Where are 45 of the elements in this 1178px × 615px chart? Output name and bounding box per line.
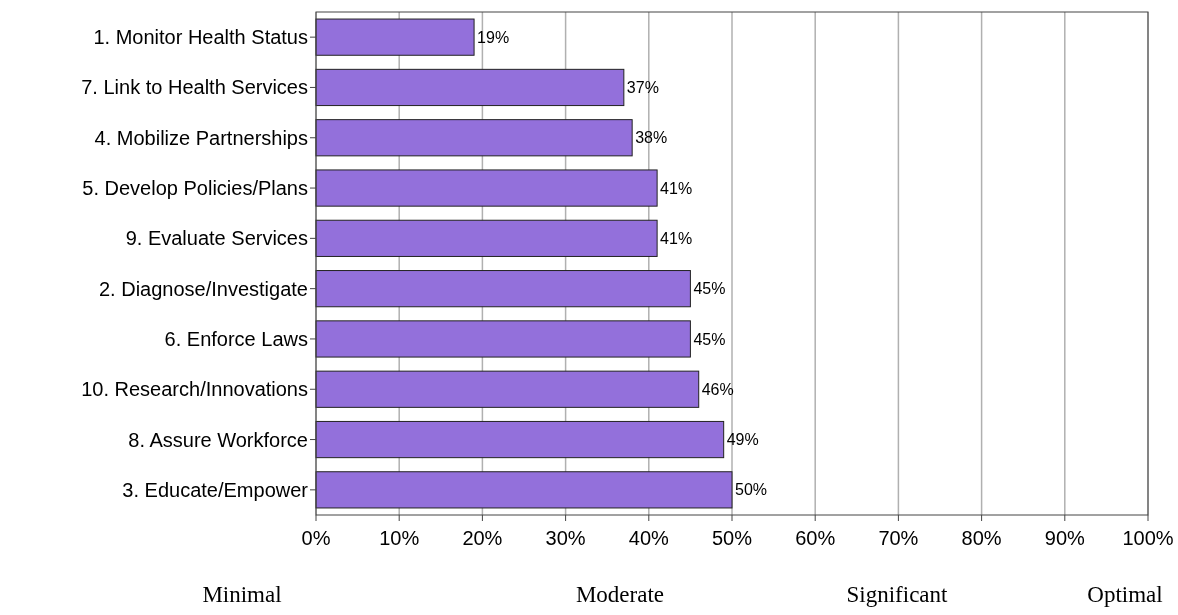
bar — [315, 18, 475, 56]
data-label: 50% — [735, 481, 768, 499]
x-tick-label: 80% — [961, 527, 1002, 549]
data-label: 19% — [477, 28, 510, 46]
x-tick-label: 40% — [628, 527, 670, 549]
data-label: 41% — [660, 229, 693, 247]
y-tick-label: 10. Research/Innovations — [81, 378, 308, 401]
x-tick-label: 70% — [878, 527, 919, 549]
bar — [315, 471, 733, 509]
bar — [315, 68, 625, 107]
data-label: 45% — [693, 330, 726, 348]
y-tick-label: 8. Assure Workforce — [128, 428, 308, 451]
text: Significant — [846, 582, 949, 607]
y-tick-label: 5. Develop Policies/Plans — [82, 177, 308, 200]
x-tick-label: 90% — [1044, 527, 1086, 549]
x-tick-label: 60% — [795, 527, 836, 549]
x-tick-label: 50% — [711, 527, 753, 549]
bar — [315, 420, 725, 459]
x-tick-label: 10% — [379, 527, 420, 549]
y-tick-label: 1. Monitor Health Status — [93, 26, 308, 49]
y-tick-label: 3. Educate/Empower — [122, 478, 309, 501]
bar — [315, 219, 658, 257]
y-tick-label: 4. Mobilize Partnerships — [94, 126, 308, 149]
data-label: 41% — [660, 179, 693, 197]
bar — [315, 119, 633, 157]
data-label: 45% — [693, 280, 726, 298]
x-tick-label: 20% — [462, 527, 503, 549]
y-tick-label: 6. Enforce Laws — [164, 327, 308, 350]
bar — [315, 169, 658, 207]
text: Moderate — [575, 582, 665, 607]
bar — [315, 320, 691, 358]
bar — [315, 270, 691, 308]
x-tick-label: 0% — [301, 527, 331, 549]
data-label: 37% — [626, 79, 659, 97]
y-tick-label: 9. Evaluate Services — [125, 227, 308, 250]
bar — [315, 370, 700, 408]
x-tick-label: 100% — [1122, 527, 1174, 549]
text: Optimal — [1087, 582, 1163, 607]
text: Minimal — [202, 582, 282, 607]
data-label: 38% — [635, 129, 668, 147]
data-label: 46% — [701, 380, 734, 398]
data-label: 49% — [726, 431, 759, 449]
y-tick-label: 7. Link to Health Services — [81, 76, 308, 99]
y-tick-label: 2. Diagnose/Investigate — [98, 277, 308, 300]
x-tick-label: 30% — [545, 527, 586, 549]
